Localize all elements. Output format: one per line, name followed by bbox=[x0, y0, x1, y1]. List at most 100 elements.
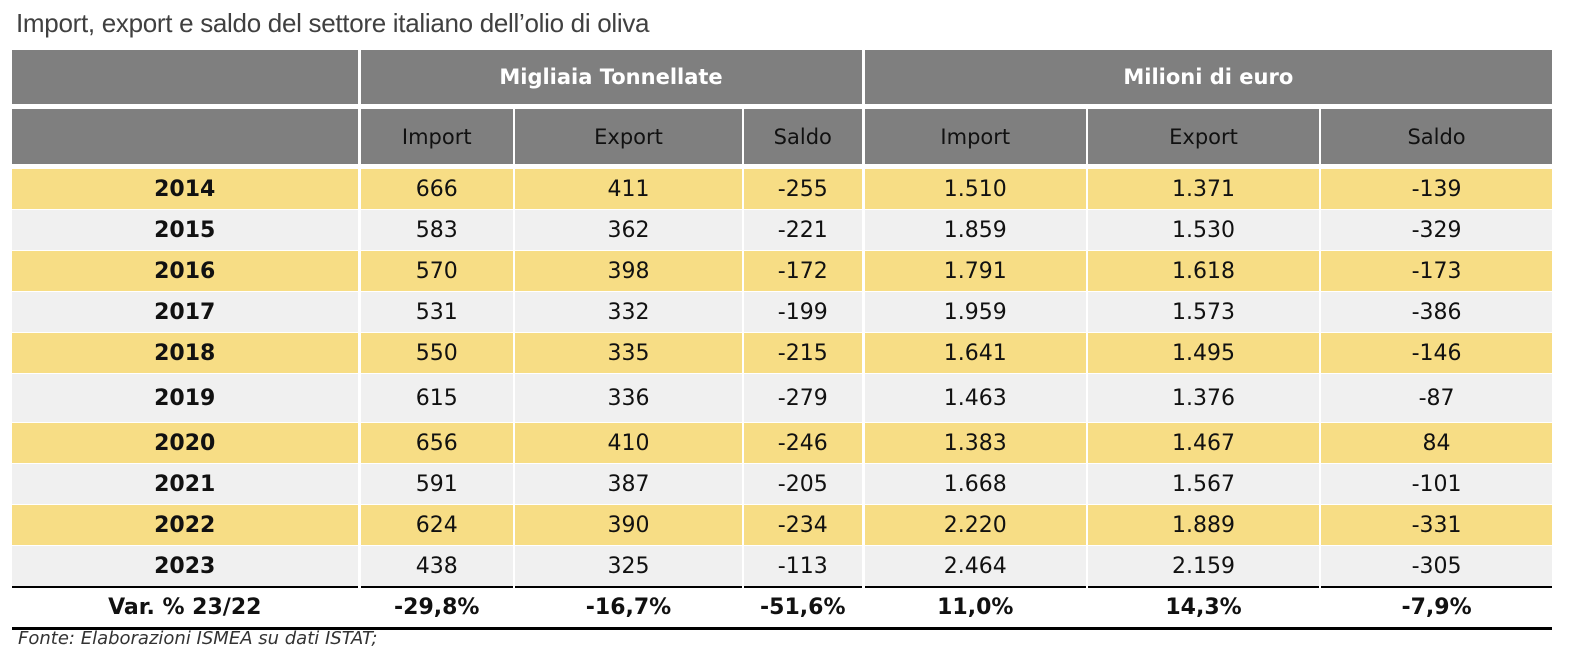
table-row: 2014 666 411 -255 1.510 1.371 -139 bbox=[12, 169, 1553, 210]
table-cell: -87 bbox=[1319, 373, 1553, 423]
table-cell: 1.510 bbox=[861, 169, 1088, 210]
table-cell: 390 bbox=[513, 504, 743, 546]
summary-row: Var. % 23/22 -29,8% -16,7% -51,6% 11,0% … bbox=[12, 586, 1553, 630]
table-cell: -29,8% bbox=[357, 586, 514, 630]
group-header-quantity: Migliaia Tonnellate bbox=[357, 50, 864, 104]
table-cell: 1.467 bbox=[1086, 422, 1321, 464]
column-header: Saldo bbox=[1319, 109, 1553, 164]
table-cell: -329 bbox=[1319, 209, 1553, 251]
group-header-row: Migliaia Tonnellate Milioni di euro bbox=[12, 50, 1553, 104]
year-cell: 2015 bbox=[12, 209, 359, 251]
column-header: Export bbox=[513, 109, 743, 164]
table-row: 2023 438 325 -113 2.464 2.159 -305 bbox=[12, 545, 1553, 588]
table-cell: 398 bbox=[513, 250, 743, 292]
table-cell: 1.383 bbox=[861, 422, 1088, 464]
table-cell: 656 bbox=[357, 422, 514, 464]
table-cell: -51,6% bbox=[741, 586, 864, 630]
table-cell: -331 bbox=[1319, 504, 1553, 546]
table-cell: -173 bbox=[1319, 250, 1553, 292]
corner-cell bbox=[12, 109, 359, 164]
table-cell: 1.495 bbox=[1086, 332, 1321, 374]
table-cell: -101 bbox=[1319, 463, 1553, 505]
column-header-row: Import Export Saldo Import Export Saldo bbox=[12, 109, 1553, 164]
table-cell: -16,7% bbox=[513, 586, 743, 630]
column-header: Import bbox=[861, 109, 1088, 164]
table-cell: 591 bbox=[357, 463, 514, 505]
table-cell: 11,0% bbox=[861, 586, 1088, 630]
table-cell: 615 bbox=[357, 373, 514, 423]
table-cell: -113 bbox=[741, 545, 864, 588]
table-cell: 410 bbox=[513, 422, 743, 464]
table-title: Import, export e saldo del settore itali… bbox=[16, 8, 650, 38]
table-cell: 1.791 bbox=[861, 250, 1088, 292]
year-cell: 2016 bbox=[12, 250, 359, 292]
table-row: 2018 550 335 -215 1.641 1.495 -146 bbox=[12, 332, 1553, 374]
olive-oil-trade-table: Migliaia Tonnellate Milioni di euro Impo… bbox=[12, 50, 1553, 630]
table-cell: 2.159 bbox=[1086, 545, 1321, 588]
table-cell: 666 bbox=[357, 169, 514, 210]
group-header-value: Milioni di euro bbox=[861, 50, 1553, 104]
table-cell: -215 bbox=[741, 332, 864, 374]
table-cell: -279 bbox=[741, 373, 864, 423]
table-cell: -205 bbox=[741, 463, 864, 505]
table-row: 2016 570 398 -172 1.791 1.618 -173 bbox=[12, 250, 1553, 292]
table-cell: 1.641 bbox=[861, 332, 1088, 374]
table-cell: 1.376 bbox=[1086, 373, 1321, 423]
column-header: Export bbox=[1086, 109, 1321, 164]
table-cell: 550 bbox=[357, 332, 514, 374]
year-cell: 2019 bbox=[12, 373, 359, 423]
corner-cell bbox=[12, 50, 359, 104]
table-cell: -146 bbox=[1319, 332, 1553, 374]
table-cell: 1.668 bbox=[861, 463, 1088, 505]
year-cell: 2021 bbox=[12, 463, 359, 505]
table-row: 2022 624 390 -234 2.220 1.889 -331 bbox=[12, 504, 1553, 546]
table-cell: -255 bbox=[741, 169, 864, 210]
table-cell: 1.567 bbox=[1086, 463, 1321, 505]
table-cell: -246 bbox=[741, 422, 864, 464]
column-header: Import bbox=[357, 109, 514, 164]
table-cell: 335 bbox=[513, 332, 743, 374]
table-cell: 1.573 bbox=[1086, 291, 1321, 333]
year-cell: 2022 bbox=[12, 504, 359, 546]
year-cell: 2020 bbox=[12, 422, 359, 464]
table-row: 2015 583 362 -221 1.859 1.530 -329 bbox=[12, 209, 1553, 251]
table-cell: -7,9% bbox=[1319, 586, 1553, 630]
table-cell: 1.959 bbox=[861, 291, 1088, 333]
table-cell: -234 bbox=[741, 504, 864, 546]
table-cell: -172 bbox=[741, 250, 864, 292]
year-cell: 2023 bbox=[12, 545, 359, 588]
table-cell: 1.463 bbox=[861, 373, 1088, 423]
year-cell: 2014 bbox=[12, 169, 359, 210]
table-cell: 1.371 bbox=[1086, 169, 1321, 210]
table-cell: 1.618 bbox=[1086, 250, 1321, 292]
table-cell: -305 bbox=[1319, 545, 1553, 588]
table-cell: 336 bbox=[513, 373, 743, 423]
table-cell: 531 bbox=[357, 291, 514, 333]
table-cell: -199 bbox=[741, 291, 864, 333]
table-cell: 325 bbox=[513, 545, 743, 588]
table-cell: 1.530 bbox=[1086, 209, 1321, 251]
table-cell: -139 bbox=[1319, 169, 1553, 210]
table-cell: 570 bbox=[357, 250, 514, 292]
table-cell: 2.464 bbox=[861, 545, 1088, 588]
table-cell: -221 bbox=[741, 209, 864, 251]
source-note: Fonte: Elaborazioni ISMEA su dati ISTAT; bbox=[18, 628, 378, 649]
table-row: 2021 591 387 -205 1.668 1.567 -101 bbox=[12, 463, 1553, 505]
table-cell: 387 bbox=[513, 463, 743, 505]
table-row: 2017 531 332 -199 1.959 1.573 -386 bbox=[12, 291, 1553, 333]
table-cell: 1.859 bbox=[861, 209, 1088, 251]
table-cell: 411 bbox=[513, 169, 743, 210]
table-cell: -386 bbox=[1319, 291, 1553, 333]
year-cell: 2018 bbox=[12, 332, 359, 374]
table-row: 2020 656 410 -246 1.383 1.467 84 bbox=[12, 422, 1553, 464]
table-cell: 438 bbox=[357, 545, 514, 588]
summary-label: Var. % 23/22 bbox=[12, 586, 359, 630]
table-cell: 2.220 bbox=[861, 504, 1088, 546]
table-cell: 14,3% bbox=[1086, 586, 1321, 630]
table-cell: 583 bbox=[357, 209, 514, 251]
table-cell: 362 bbox=[513, 209, 743, 251]
year-cell: 2017 bbox=[12, 291, 359, 333]
table-row: 2019 615 336 -279 1.463 1.376 -87 bbox=[12, 373, 1553, 423]
table-cell: 84 bbox=[1319, 422, 1553, 464]
column-header: Saldo bbox=[741, 109, 864, 164]
